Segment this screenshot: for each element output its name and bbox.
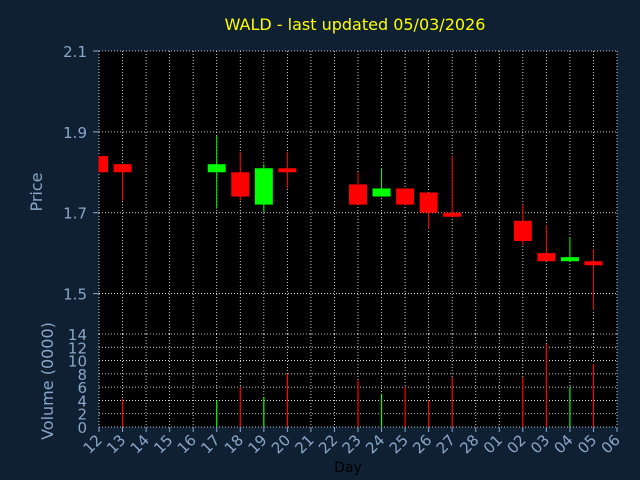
volume-tick-label: 14 (68, 326, 87, 344)
candle-03 (537, 224, 556, 262)
x-axis-label: Day (334, 460, 362, 476)
chart-title: WALD - last updated 05/03/2026 (225, 15, 486, 34)
x-tick-label: 14 (127, 431, 153, 457)
volume-tick-label: 6 (77, 379, 87, 397)
price-tick-label: 2.1 (63, 43, 87, 61)
x-tick-label: 26 (409, 431, 435, 457)
x-tick-label: 01 (480, 431, 506, 457)
price-tick-label: 1.9 (63, 124, 87, 142)
volume-tick-label: 4 (77, 392, 87, 410)
candle-04 (560, 236, 579, 262)
candle-02 (513, 204, 532, 246)
candle-body (349, 184, 367, 205)
candle-body (584, 261, 603, 266)
x-tick-label: 24 (362, 431, 388, 457)
candle-18 (231, 152, 250, 201)
x-tick-label: 22 (315, 431, 341, 457)
x-tick-label: 04 (551, 431, 577, 457)
candle-20 (278, 152, 297, 189)
candle-19 (254, 164, 273, 213)
candle-12 (98, 156, 108, 173)
volume-tick-label: 8 (77, 366, 87, 384)
x-tick-label: 16 (174, 431, 200, 457)
price-axis-label: Price (27, 172, 46, 211)
x-tick-label: 17 (197, 431, 223, 457)
candle-body (396, 188, 415, 205)
candle-body (419, 192, 438, 213)
x-tick-label: 23 (339, 431, 365, 457)
x-tick-label: 25 (386, 431, 412, 457)
candle-17 (207, 135, 226, 209)
x-tick-label: 15 (150, 431, 176, 457)
x-tick-label: 20 (268, 431, 294, 457)
x-tick-label: 27 (433, 431, 459, 457)
volume-axis-label: Volume (0000) (38, 322, 57, 440)
price-tick-label: 1.5 (63, 286, 87, 304)
candle-body (372, 188, 391, 197)
price-y-axis: 1.5 1.7 1.9 2.1 (63, 43, 99, 304)
volume-tick-label: 10 (68, 353, 87, 371)
volume-series (121, 343, 595, 427)
x-tick-label: 05 (574, 431, 600, 457)
candle-body (537, 253, 556, 262)
x-tick-label: 13 (103, 431, 129, 457)
candlestick-series (98, 135, 603, 310)
x-tick-label: 21 (292, 431, 318, 457)
x-tick-label: 02 (503, 431, 529, 457)
candle-27 (443, 156, 462, 217)
candle-body (207, 164, 226, 173)
candle-26 (419, 192, 438, 229)
candle-body (254, 168, 273, 205)
price-tick-label: 1.7 (63, 205, 87, 223)
volume-tick-label: 2 (77, 406, 87, 424)
candle-13 (113, 164, 132, 201)
x-axis: 1213141516171819202122232425262728010203… (80, 427, 624, 457)
candle-body (113, 164, 132, 173)
x-tick-label: 18 (221, 431, 247, 457)
candle-body (560, 257, 579, 262)
candle-body (231, 172, 250, 197)
candle-body (443, 212, 462, 217)
candle-body (99, 156, 108, 173)
candle-25 (396, 188, 415, 205)
candle-body (513, 220, 532, 242)
x-tick-label: 06 (598, 431, 624, 457)
volume-tick-label: 0 (77, 419, 87, 437)
candle-24 (372, 168, 391, 197)
volume-tick-label: 12 (68, 339, 87, 357)
candle-body (278, 168, 297, 173)
x-tick-label: 19 (244, 431, 270, 457)
candle-05 (584, 249, 603, 310)
x-tick-label: 03 (527, 431, 553, 457)
x-tick-label: 28 (456, 431, 482, 457)
candle-23 (349, 172, 367, 205)
